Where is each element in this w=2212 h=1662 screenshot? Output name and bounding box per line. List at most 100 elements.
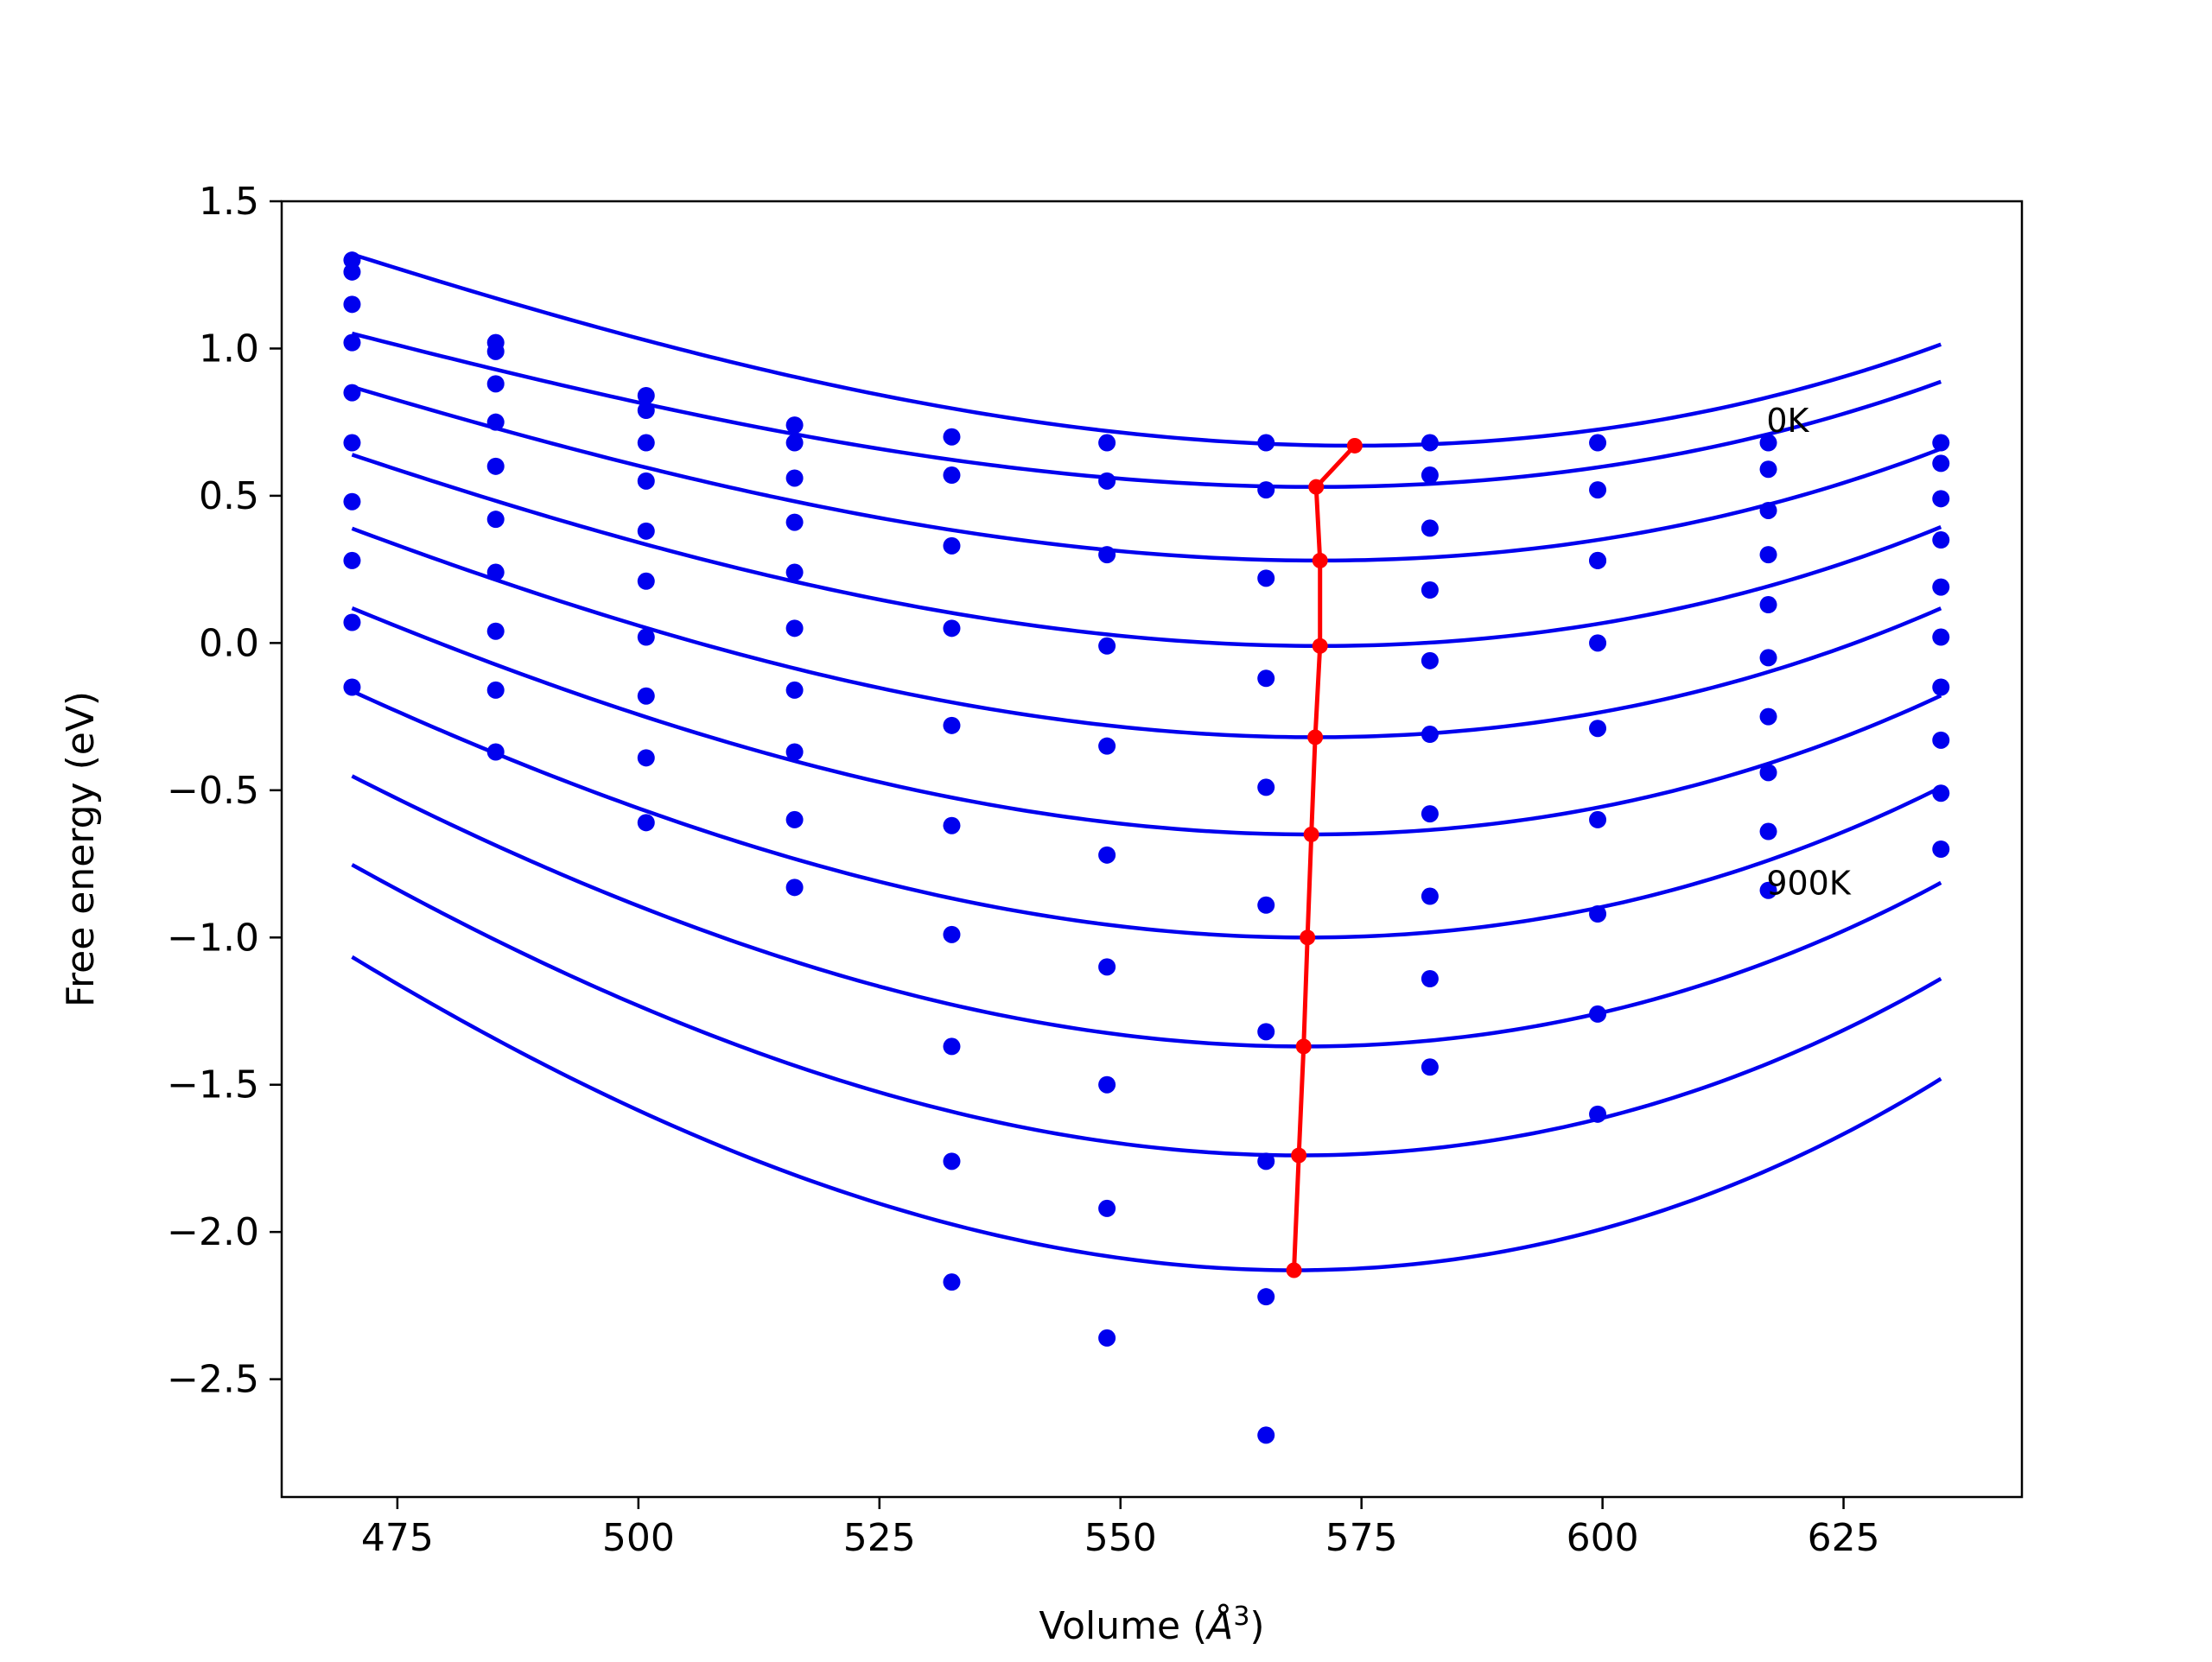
- data-point-5-7: [1421, 726, 1439, 744]
- minimum-point-4: [1307, 729, 1324, 745]
- data-point-6-0: [343, 492, 361, 511]
- data-point-3-7: [1421, 581, 1439, 599]
- data-points: [343, 251, 1950, 1444]
- data-point-8-6: [1257, 1288, 1275, 1306]
- data-point-1-3: [785, 434, 804, 452]
- y-axis-ticks: 1.5 1.0 0.5 0.0 −0.5 −1.0 −1.5 −2.0 −2.5: [167, 180, 282, 1402]
- data-point-0-7: [1421, 434, 1439, 452]
- data-point-6-2: [637, 628, 655, 646]
- data-point-6-3: [785, 681, 804, 699]
- y-tick-label-7: −2.0: [167, 1210, 259, 1254]
- fit-curve-7: [351, 774, 1942, 1049]
- minimum-point-0: [1346, 437, 1363, 454]
- data-point-0-4: [943, 428, 961, 446]
- x-tick-label-4: 575: [1325, 1516, 1398, 1560]
- data-point-9-9: [1759, 881, 1777, 899]
- x-axis-unit: Å: [1205, 1602, 1233, 1648]
- data-point-7-3: [785, 743, 804, 761]
- data-point-5-6: [1257, 896, 1275, 914]
- data-point-1-8: [1589, 481, 1607, 499]
- data-point-3-8: [1589, 551, 1607, 569]
- data-point-7-2: [637, 687, 655, 705]
- fit-curve-4: [351, 526, 1942, 739]
- data-point-8-1: [486, 681, 505, 699]
- data-point-4-8: [1589, 634, 1607, 652]
- data-point-2-7: [1421, 519, 1439, 537]
- data-point-9-0: [343, 678, 361, 696]
- data-point-1-6: [1257, 481, 1275, 499]
- x-axis-label: Volume (Å3): [1039, 1602, 1264, 1648]
- y-tick-label-5: −1.0: [167, 916, 259, 960]
- data-point-3-6: [1257, 669, 1275, 688]
- data-point-9-7: [1421, 1058, 1439, 1076]
- x-axis-ticks: 475 500 525 550 575 600 625: [361, 1497, 1880, 1560]
- data-point-9-2: [637, 814, 655, 832]
- plot-frame: [280, 200, 2024, 1499]
- minimum-point-2: [1312, 552, 1328, 568]
- y-tick-label-8: −2.5: [167, 1358, 259, 1402]
- fit-curve-1: [351, 331, 1942, 489]
- data-point-1-7: [1421, 466, 1439, 485]
- data-point-7-1: [486, 622, 505, 640]
- data-point-9-10: [1932, 841, 1950, 858]
- data-point-9-5: [1098, 1329, 1116, 1347]
- data-point-6-9: [1759, 707, 1777, 726]
- data-point-8-3: [785, 810, 804, 828]
- data-point-2-9: [1759, 501, 1777, 519]
- data-point-0-2: [637, 387, 655, 404]
- data-point-2-5: [1098, 546, 1116, 564]
- data-point-5-5: [1098, 846, 1116, 864]
- data-point-6-10: [1932, 678, 1950, 696]
- y-axis-label: Free energy (eV): [59, 691, 103, 1007]
- data-point-0-10: [1932, 434, 1950, 452]
- y-tick-label-3: 0.0: [199, 621, 259, 665]
- y-tick-label-2: 0.5: [199, 474, 259, 518]
- fit-curve-2: [351, 384, 1942, 563]
- data-point-3-2: [637, 472, 655, 490]
- data-point-0-6: [1257, 434, 1275, 452]
- minimum-path-line: [1292, 444, 1357, 1271]
- data-point-7-7: [1421, 887, 1439, 905]
- data-point-7-8: [1589, 905, 1607, 923]
- data-point-0-5: [1098, 434, 1116, 452]
- y-tick-label-1: 1.0: [199, 327, 259, 371]
- data-point-1-4: [943, 466, 961, 485]
- annotation-1: 900K: [1766, 864, 1852, 902]
- data-point-0-3: [785, 416, 804, 435]
- data-point-4-7: [1421, 651, 1439, 669]
- data-point-7-9: [1759, 764, 1777, 782]
- data-point-8-4: [943, 1152, 961, 1170]
- fit-curve-3: [351, 453, 1942, 649]
- x-tick-label-5: 600: [1567, 1516, 1639, 1560]
- data-point-3-9: [1759, 546, 1777, 564]
- data-point-6-4: [943, 925, 961, 943]
- data-point-3-4: [943, 619, 961, 638]
- minimum-point-6: [1300, 929, 1316, 946]
- data-point-8-2: [637, 749, 655, 767]
- data-point-4-2: [637, 522, 655, 540]
- data-point-1-2: [637, 402, 655, 420]
- data-point-2-0: [343, 295, 361, 314]
- y-tick-label-0: 1.5: [199, 180, 259, 224]
- minimum-point-5: [1303, 826, 1319, 842]
- data-point-6-5: [1098, 958, 1116, 976]
- minimum-point-1: [1308, 479, 1325, 495]
- data-point-2-2: [637, 434, 655, 452]
- data-point-5-0: [343, 434, 361, 452]
- data-point-6-6: [1257, 1023, 1275, 1041]
- data-point-7-5: [1098, 1075, 1116, 1094]
- data-point-9-4: [943, 1273, 961, 1291]
- data-point-4-5: [1098, 737, 1116, 755]
- data-point-5-3: [785, 619, 804, 638]
- data-point-8-5: [1098, 1199, 1116, 1217]
- data-point-2-3: [785, 469, 804, 487]
- y-tick-label-4: −0.5: [167, 769, 259, 813]
- data-point-5-4: [943, 816, 961, 834]
- data-point-7-10: [1932, 731, 1950, 749]
- data-point-0-8: [1589, 434, 1607, 452]
- annotations: 0K 900K: [1766, 402, 1852, 902]
- x-tick-label-1: 500: [602, 1516, 675, 1560]
- data-point-2-1: [486, 375, 505, 393]
